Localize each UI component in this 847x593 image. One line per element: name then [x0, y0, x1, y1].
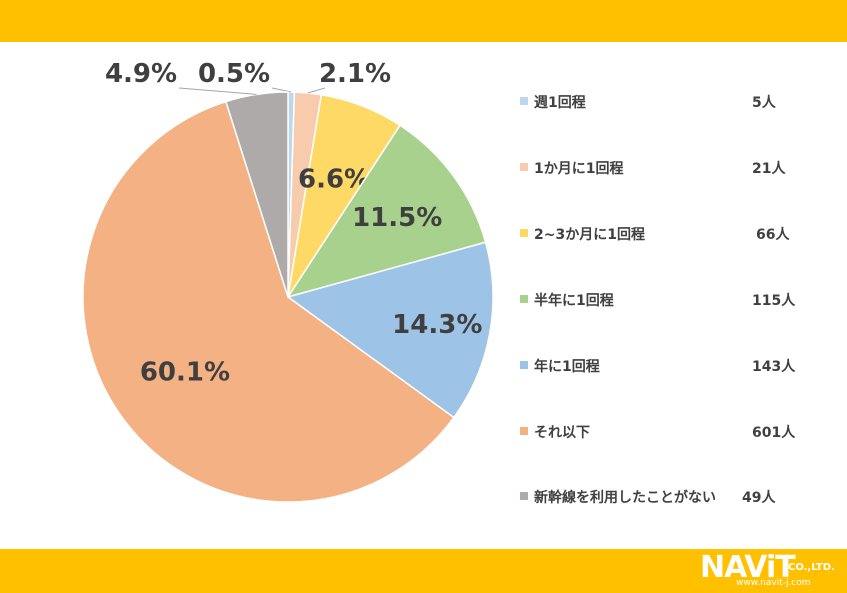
legend-label: それ以下 [534, 425, 590, 441]
legend-swatch [520, 427, 528, 435]
legend-count: 143人 [752, 359, 796, 375]
legend-count: 21人 [752, 161, 786, 177]
data-label: 60.1% [140, 357, 230, 387]
legend-label: 1か月に1回程 [534, 161, 624, 177]
bottom-yellow-band [0, 549, 847, 593]
top-yellow-band [0, 0, 847, 42]
logo-company-suffix: CO.,LTD. [788, 562, 835, 573]
legend-swatch [520, 492, 528, 500]
legend-count: 601人 [752, 425, 796, 441]
data-label: 4.9% [105, 59, 177, 89]
legend-item: 新幹線を利用したことがない 49人 [520, 487, 820, 507]
data-label: 0.5% [198, 59, 270, 89]
legend-item: 2~3か月に1回程 66人 [520, 224, 820, 244]
legend-label: 2~3か月に1回程 [534, 227, 645, 243]
pie-chart: 0.5% 2.1%6.6%11.5%14.3%60.1%4.9% [82, 59, 494, 503]
navit-logo: NAViT CO.,LTD. www.navit-j.com [700, 552, 840, 590]
logo-wordmark: NAViT [700, 550, 796, 585]
data-label: 14.3% [392, 310, 482, 340]
pie-slice [224, 91, 289, 298]
legend-swatch [520, 361, 528, 369]
pie-slice [286, 241, 494, 419]
legend-item: 1か月に1回程 21人 [520, 158, 820, 178]
legend-label: 半年に1回程 [534, 293, 614, 309]
legend-swatch [520, 295, 528, 303]
legend-label: 新幹線を利用したことがない [534, 490, 716, 506]
pie-slice [82, 100, 455, 503]
legend-label: 週1回程 [534, 95, 586, 111]
legend-item: それ以下 601人 [520, 422, 820, 442]
legend-item: 週1回程 5人 [520, 92, 820, 112]
legend-swatch [520, 97, 528, 105]
data-label: 11.5% [352, 203, 442, 233]
legend-label: 年に1回程 [534, 359, 600, 375]
legend-count: 49人 [742, 490, 776, 506]
legend-count: 66人 [756, 227, 790, 243]
data-label: 2.1% [319, 59, 391, 89]
legend-count: 5人 [752, 95, 776, 111]
legend-swatch [520, 229, 528, 237]
legend-item: 年に1回程 143人 [520, 356, 820, 376]
leader-line [178, 87, 257, 95]
pie-slice [286, 124, 487, 299]
legend-swatch [520, 163, 528, 171]
logo-url: www.navit-j.com [736, 578, 811, 588]
legend-count: 115人 [752, 293, 796, 309]
legend-item: 半年に1回程 115人 [520, 290, 820, 310]
leader-line [307, 87, 326, 94]
